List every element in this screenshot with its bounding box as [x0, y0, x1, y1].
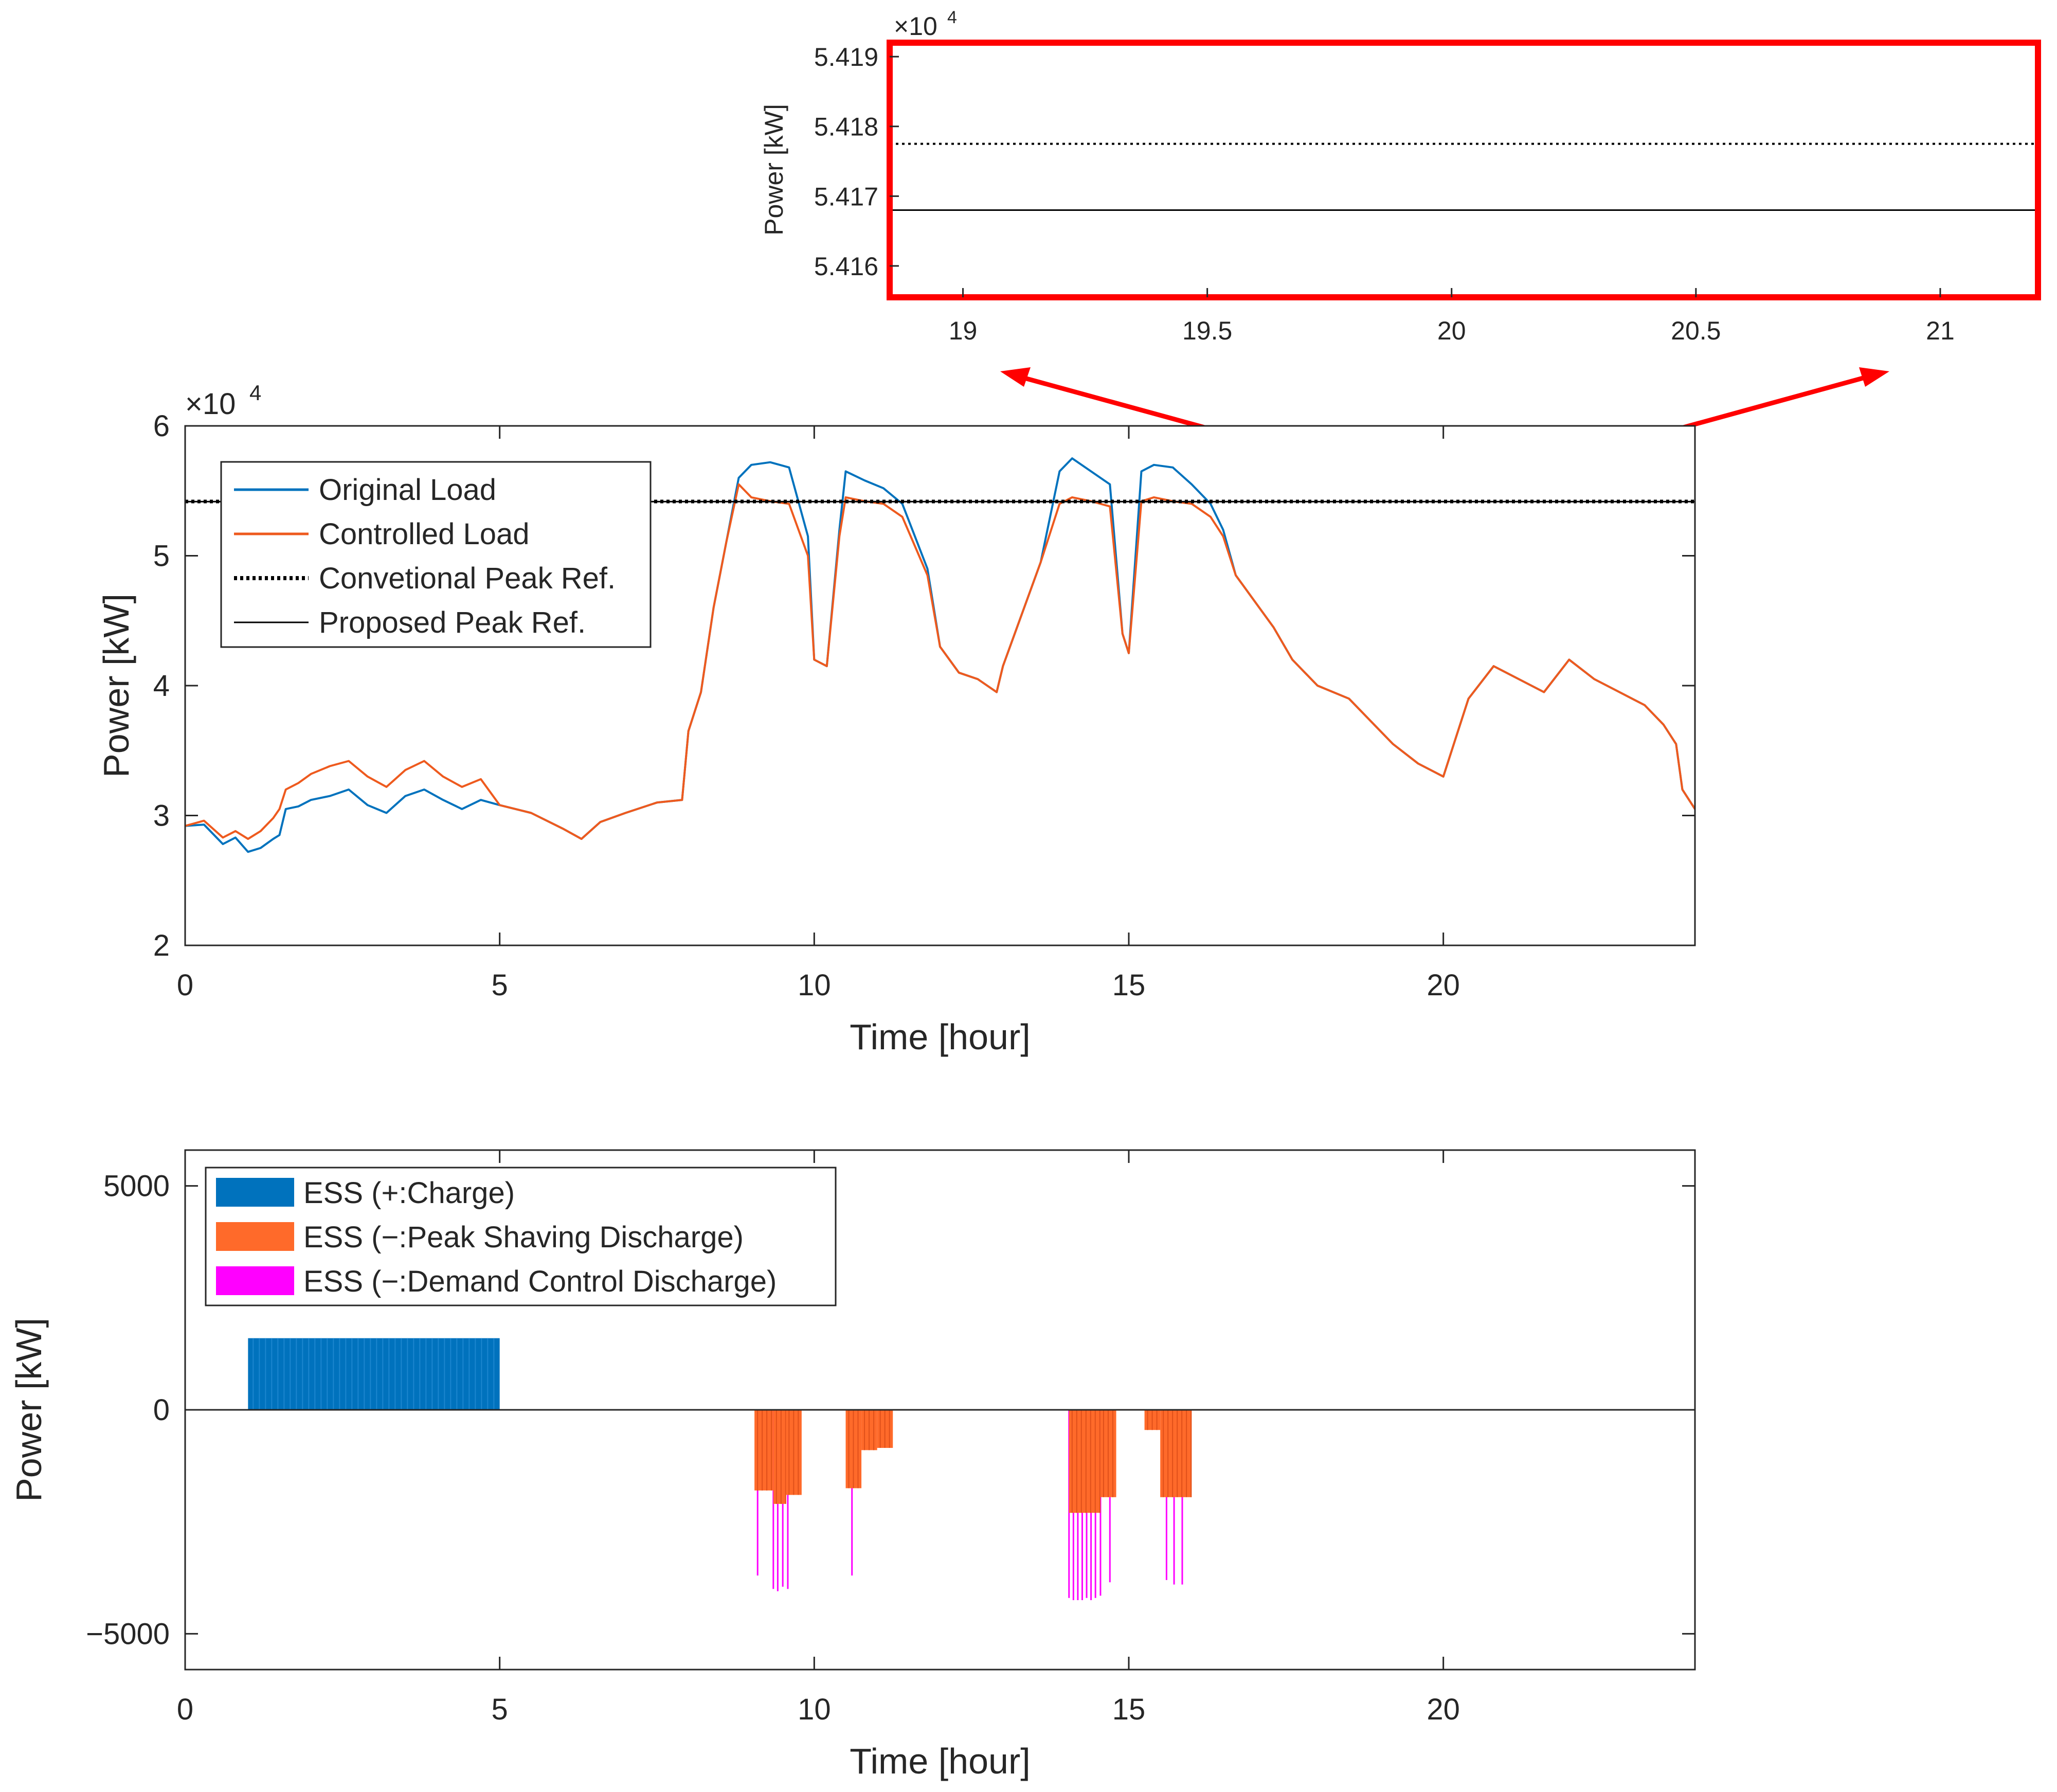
- load-chart: 0 5 10 15 20 2 3 4 5 6 ×10 4 Time [hour] Power […: [96, 381, 1696, 1057]
- ess-charge-bar: [248, 1338, 500, 1410]
- zoom-y-ticks: 5.416 5.417 5.418 5.419: [814, 43, 899, 281]
- load-y-tick-label: 2: [153, 929, 170, 962]
- ess-y-tick-label: 5000: [103, 1170, 170, 1203]
- ess-legend-box: [205, 1167, 837, 1306]
- ess-series-layer: [248, 1338, 1192, 1601]
- load-y-tick-label: 4: [153, 669, 170, 703]
- zoom-x-tick-label: 20.5: [1671, 316, 1721, 345]
- zoom-x-ticks: 19 19.5 20 20.5 21: [949, 288, 1955, 345]
- load-x-tick-label: 5: [492, 969, 508, 1002]
- zoom-exponent-power: 4: [947, 8, 957, 27]
- ess-y-tick-label: 0: [153, 1393, 170, 1427]
- ess-legend: ESS (+:Charge) ESS (−:Peak Shaving Disch…: [205, 1167, 837, 1306]
- load-x-tick-label: 10: [798, 969, 831, 1002]
- ess-x-tick-label: 10: [798, 1693, 831, 1726]
- legend-swatch-ess-peak-shaving: [216, 1222, 294, 1251]
- zoom-x-tick-label: 19.5: [1182, 316, 1232, 345]
- zoom-y-tick-label: 5.418: [814, 113, 878, 141]
- ess-x-tick-label: 0: [177, 1693, 193, 1726]
- ess-peak-shaving-bar: [773, 1410, 786, 1504]
- controlled-load-line: [185, 483, 1695, 840]
- ess-y-ticks: −5000 0 5000: [86, 1170, 1695, 1651]
- load-x-axis-label: Time [hour]: [850, 1017, 1030, 1057]
- zoom-y-tick-label: 5.417: [814, 182, 878, 211]
- zoom-x-tick-label: 20: [1437, 316, 1466, 345]
- load-exponent-base: ×10: [185, 387, 236, 421]
- legend-label-ess-peak-shaving: ESS (−:Peak Shaving Discharge): [303, 1221, 744, 1254]
- legend-swatch-ess-charge: [216, 1178, 294, 1207]
- legend-label-ess-demand-control: ESS (−:Demand Control Discharge): [303, 1265, 777, 1298]
- legend-swatch-ess-demand-control: [216, 1266, 294, 1295]
- zoom-y-axis-label: Power [kW]: [760, 104, 788, 236]
- zoom-x-tick-label: 19: [949, 316, 978, 345]
- legend-label-controlled-load: Controlled Load: [319, 517, 530, 551]
- ess-x-tick-label: 5: [492, 1693, 508, 1726]
- legend-label-ess-charge: ESS (+:Charge): [303, 1176, 515, 1210]
- legend-label-conventional-ref: Convetional Peak Ref.: [319, 562, 616, 595]
- ess-x-ticks: 0 5 10 15 20: [177, 1150, 1460, 1726]
- load-x-ticks: 0 5 10 15 20: [177, 426, 1460, 1002]
- ess-y-tick-label: −5000: [86, 1617, 170, 1651]
- legend-label-original-load: Original Load: [319, 473, 496, 507]
- ess-x-tick-label: 20: [1427, 1693, 1460, 1726]
- zoom-series-layer: [890, 142, 2038, 211]
- ess-chart: 0 5 10 15 20 −5000 0 5000 Time [hour] Power [k…: [9, 1149, 1696, 1781]
- zoom-y-tick-label: 5.416: [814, 252, 878, 281]
- zoom-exponent-base: ×10: [894, 12, 937, 41]
- zoom-y-tick-label: 5.419: [814, 43, 878, 71]
- ess-x-axis-label: Time [hour]: [850, 1741, 1030, 1781]
- load-y-ticks: 2 3 4 5 6: [153, 409, 1695, 962]
- load-y-axis-label: Power [kW]: [96, 594, 136, 778]
- ess-y-axis-label: Power [kW]: [9, 1318, 49, 1502]
- load-legend: Original Load Controlled Load Convetiona…: [220, 461, 652, 648]
- zoom-arrow-right-head: [1859, 367, 1889, 387]
- load-exponent-power: 4: [249, 381, 261, 405]
- load-y-tick-label: 6: [153, 409, 170, 443]
- load-y-tick-label: 3: [153, 799, 170, 833]
- zoom-inset-border: [887, 40, 2041, 300]
- load-x-tick-label: 15: [1112, 969, 1146, 1002]
- zoom-x-tick-label: 21: [1926, 316, 1955, 345]
- zoom-arrow-left-head: [1000, 367, 1031, 387]
- legend-label-proposed-ref: Proposed Peak Ref.: [319, 606, 586, 639]
- ess-x-tick-label: 15: [1112, 1693, 1146, 1726]
- load-legend-box: [220, 461, 652, 648]
- load-x-tick-label: 20: [1427, 969, 1460, 1002]
- load-x-tick-label: 0: [177, 969, 193, 1002]
- load-y-tick-label: 5: [153, 540, 170, 573]
